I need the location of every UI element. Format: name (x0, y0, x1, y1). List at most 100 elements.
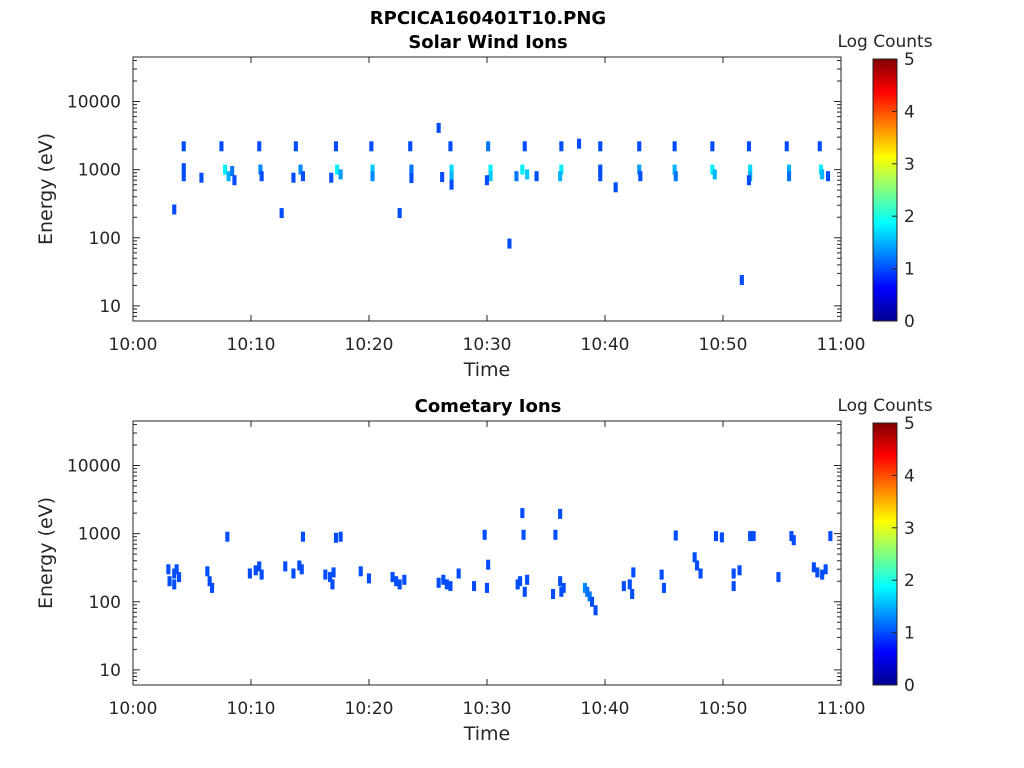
data-cell (522, 586, 527, 597)
y-axis-label: Energy (eV) (35, 133, 57, 245)
data-cell (525, 574, 530, 585)
data-cell (789, 531, 794, 542)
data-cell (598, 164, 603, 175)
data-cell (366, 573, 371, 584)
data-cell (299, 564, 304, 575)
panel-solar-wind-ions: 10:00 10:10 10:20 10:30 10:40 10:50 11:00 Time 1… (35, 32, 933, 381)
data-cell (300, 171, 305, 182)
colorbar-tick-label: 5 (904, 50, 915, 70)
data-cell (520, 508, 525, 519)
data-cell (731, 568, 736, 579)
data-cell (559, 164, 564, 175)
data-cell (370, 171, 375, 182)
data-cell (338, 531, 343, 542)
data-cell (436, 577, 441, 588)
data-cell (521, 529, 526, 540)
colorbar-tick-label: 2 (904, 571, 915, 591)
data-cell (613, 182, 618, 193)
data-cell (167, 576, 172, 587)
x-tick-label: 10:30 (463, 699, 512, 719)
colorbar-tick-label: 0 (904, 676, 915, 696)
data-cell (791, 535, 796, 546)
data-cell (207, 576, 212, 587)
x-tick-label: 10:30 (463, 335, 512, 355)
data-cell (737, 565, 742, 576)
data-cell (558, 508, 563, 519)
panel-title-cometary: Cometary Ions (414, 396, 562, 417)
y-tick-label: 10 (99, 297, 121, 317)
colorbar-label: Log Counts (837, 32, 932, 52)
colorbar-tick-label: 3 (904, 155, 915, 175)
data-cell (444, 579, 449, 590)
colorbar-tick-label: 5 (904, 414, 915, 434)
data-cell (484, 582, 489, 593)
data-cell (358, 566, 363, 577)
x-tick-label: 11:00 (817, 335, 866, 355)
data-cell (172, 204, 177, 215)
data-cell (210, 582, 215, 593)
data-cell (621, 581, 626, 592)
data-cell (409, 173, 414, 184)
data-cell (166, 564, 171, 575)
data-cell (397, 208, 402, 219)
data-cell (514, 171, 519, 182)
data-cell (739, 275, 744, 285)
y-tick-label: 10000 (67, 93, 121, 113)
data-cell (181, 141, 186, 152)
data-cell (712, 169, 717, 180)
panel-cometary-ions: 10:00 10:10 10:20 10:30 10:40 10:50 11:00 Time 1… (35, 396, 933, 745)
data-cell (488, 171, 493, 182)
data-cell (534, 171, 539, 182)
data-cell (551, 589, 556, 599)
data-cell (811, 562, 816, 573)
data-cell (279, 208, 284, 219)
data-cell (172, 579, 177, 590)
data-cell (226, 171, 231, 182)
data-cell (598, 141, 603, 152)
x-tick-label: 10:50 (699, 335, 748, 355)
data-cell (472, 581, 477, 592)
colorbar (872, 422, 898, 686)
y-tick-label: 10000 (67, 457, 121, 477)
data-cell (293, 141, 298, 152)
data-cell (598, 171, 603, 182)
x-tick-label: 10:20 (345, 335, 394, 355)
data-cell (181, 163, 186, 174)
data-cell (283, 561, 288, 572)
data-cell (751, 531, 756, 542)
colorbar-tick-label: 0 (904, 312, 915, 332)
data-cell (259, 569, 264, 580)
data-cell (300, 531, 305, 542)
data-cell (440, 172, 445, 182)
data-cell (329, 172, 334, 183)
data-cell (408, 141, 413, 152)
data-cell (219, 141, 224, 152)
x-tick-label: 10:00 (109, 335, 158, 355)
data-cell (448, 581, 453, 592)
data-cell (174, 564, 179, 575)
data-cell (661, 582, 666, 593)
data-cell (787, 171, 792, 182)
data-cell (486, 559, 491, 570)
data-cell (559, 586, 564, 597)
data-cell (590, 596, 595, 607)
data-cell (630, 589, 635, 599)
data-cell (484, 175, 489, 186)
data-cell (731, 581, 736, 592)
data-cell (331, 567, 336, 578)
x-tick-label: 10:40 (581, 699, 630, 719)
data-cell (746, 175, 751, 186)
data-cell (253, 565, 258, 576)
data-cell (441, 574, 446, 585)
data-cell (558, 576, 563, 587)
data-cell (817, 141, 822, 152)
data-cell (328, 572, 333, 583)
data-cell (409, 164, 414, 175)
data-cell (515, 579, 520, 590)
data-cell (225, 531, 230, 542)
x-tick-label: 11:00 (817, 699, 866, 719)
data-cell (631, 567, 636, 578)
data-cell (561, 582, 566, 593)
data-cell (436, 122, 441, 133)
